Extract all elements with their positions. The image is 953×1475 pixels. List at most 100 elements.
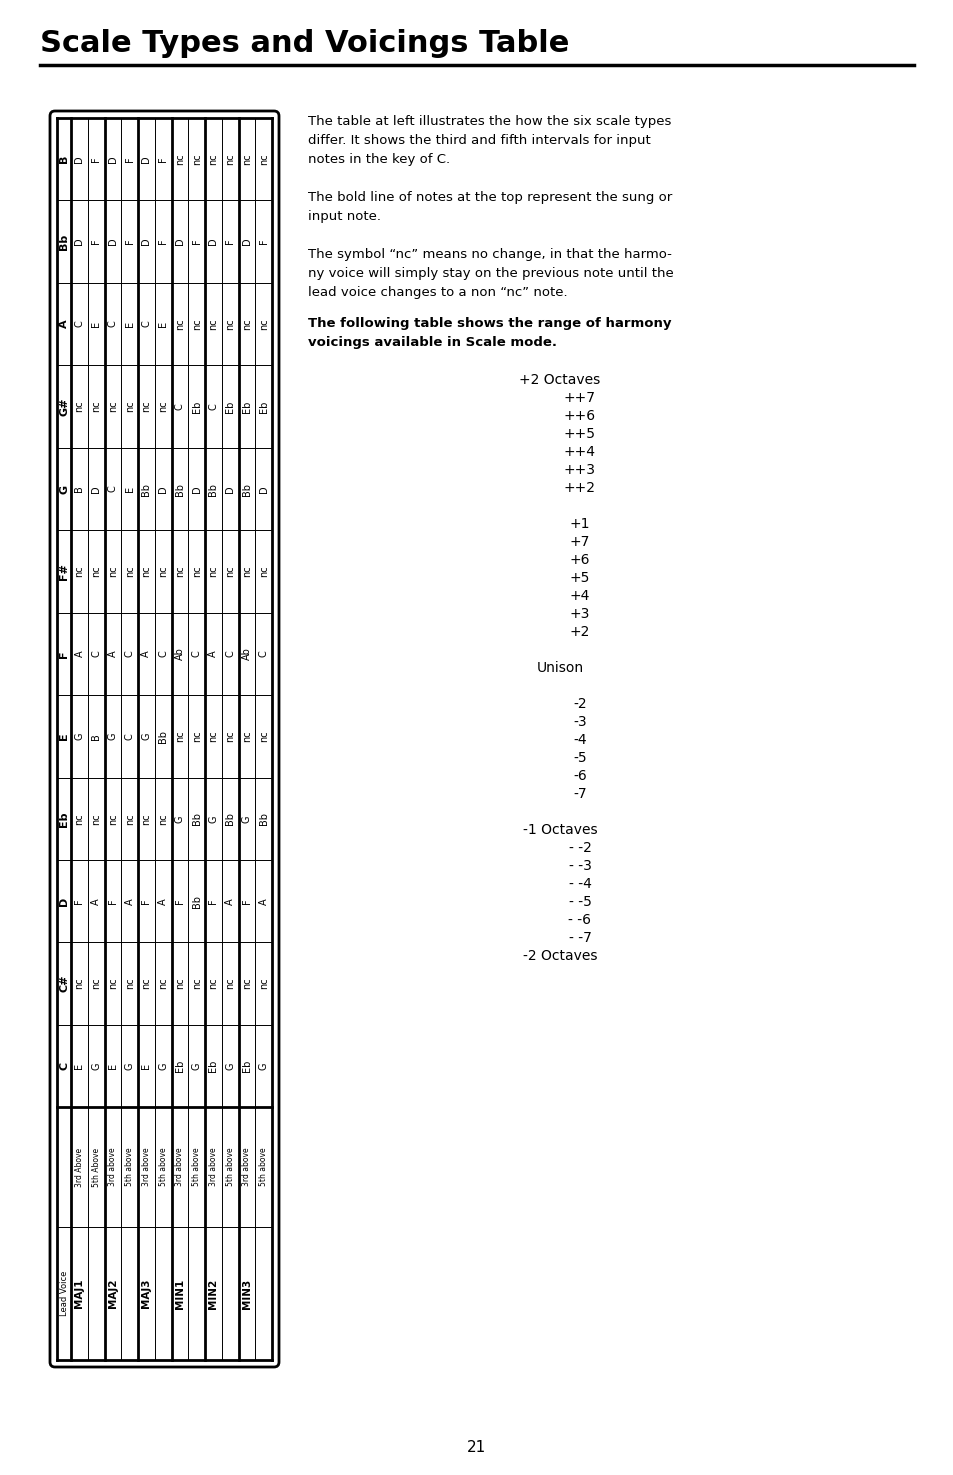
Text: nc: nc — [174, 565, 185, 577]
Text: nc: nc — [192, 565, 201, 577]
Text: Eb: Eb — [242, 400, 252, 413]
Text: nc: nc — [258, 153, 269, 165]
Text: nc: nc — [258, 319, 269, 330]
Text: D: D — [208, 237, 218, 245]
Text: C: C — [91, 650, 101, 658]
Text: G: G — [174, 816, 185, 823]
Text: ++4: ++4 — [563, 445, 596, 459]
Text: nc: nc — [242, 730, 252, 742]
Text: nc: nc — [208, 153, 218, 165]
Text: nc: nc — [74, 401, 85, 413]
Text: A: A — [74, 650, 85, 658]
Text: G: G — [242, 816, 252, 823]
Text: Eb: Eb — [192, 400, 201, 413]
Text: nc: nc — [242, 565, 252, 577]
Text: F: F — [141, 898, 152, 904]
Text: nc: nc — [125, 565, 134, 577]
Text: ++2: ++2 — [563, 481, 596, 496]
Text: nc: nc — [125, 401, 134, 413]
Text: G: G — [59, 484, 69, 494]
Text: nc: nc — [242, 319, 252, 330]
Text: nc: nc — [91, 401, 101, 413]
Text: Eb: Eb — [242, 1061, 252, 1072]
Text: Eb: Eb — [174, 1061, 185, 1072]
Text: 5th above: 5th above — [192, 1148, 201, 1186]
Text: C: C — [125, 733, 134, 740]
Text: 3rd above: 3rd above — [109, 1148, 117, 1186]
Text: -7: -7 — [573, 788, 586, 801]
Text: 5th Above: 5th Above — [91, 1148, 101, 1187]
Text: input note.: input note. — [308, 209, 380, 223]
Text: nc: nc — [141, 978, 152, 990]
Text: D: D — [141, 155, 152, 164]
Text: nc: nc — [125, 813, 134, 825]
Text: G: G — [225, 1062, 234, 1069]
Text: nc: nc — [108, 813, 118, 825]
Text: nc: nc — [208, 565, 218, 577]
Text: A: A — [141, 650, 152, 658]
Text: nc: nc — [141, 565, 152, 577]
Text: C: C — [208, 403, 218, 410]
Text: Bb: Bb — [192, 895, 201, 907]
Text: F: F — [158, 239, 168, 245]
Text: G: G — [141, 733, 152, 740]
Text: D: D — [59, 897, 69, 906]
Text: -2 Octaves: -2 Octaves — [522, 948, 597, 963]
Text: notes in the key of C.: notes in the key of C. — [308, 153, 450, 167]
Text: D: D — [74, 155, 85, 164]
Text: G: G — [108, 733, 118, 740]
Text: Bb: Bb — [225, 813, 234, 826]
Text: ny voice will simply stay on the previous note until the: ny voice will simply stay on the previou… — [308, 267, 673, 280]
Text: +4: +4 — [569, 589, 590, 603]
Text: F: F — [225, 239, 234, 245]
Text: 3rd above: 3rd above — [242, 1148, 252, 1186]
Text: A: A — [225, 898, 234, 904]
Text: lead voice changes to a non “nc” note.: lead voice changes to a non “nc” note. — [308, 286, 567, 299]
Text: A: A — [108, 650, 118, 658]
Text: A: A — [158, 898, 168, 904]
Text: E: E — [91, 322, 101, 327]
Text: nc: nc — [174, 153, 185, 165]
Text: C: C — [74, 320, 85, 327]
Text: nc: nc — [258, 565, 269, 577]
Text: nc: nc — [208, 319, 218, 330]
Text: B: B — [59, 155, 69, 164]
Text: ++3: ++3 — [563, 463, 596, 476]
Text: 5th above: 5th above — [125, 1148, 134, 1186]
Text: nc: nc — [258, 730, 269, 742]
Text: Scale Types and Voicings Table: Scale Types and Voicings Table — [40, 30, 569, 58]
Text: nc: nc — [91, 978, 101, 990]
Text: G: G — [125, 1062, 134, 1069]
Text: F: F — [158, 156, 168, 162]
Text: E: E — [59, 733, 69, 740]
Text: Bb: Bb — [141, 482, 152, 496]
Text: 5th above: 5th above — [259, 1148, 268, 1186]
Text: C: C — [225, 650, 234, 658]
Text: F: F — [242, 898, 252, 904]
Text: F: F — [91, 156, 101, 162]
Text: G: G — [258, 1062, 269, 1069]
Text: C: C — [59, 1062, 69, 1071]
Text: Bb: Bb — [59, 233, 69, 249]
Text: MIN1: MIN1 — [174, 1279, 185, 1308]
Text: C: C — [192, 650, 201, 658]
Text: F: F — [208, 898, 218, 904]
Text: E: E — [125, 322, 134, 327]
Text: F#: F# — [59, 563, 69, 580]
Text: F: F — [108, 898, 118, 904]
Text: The following table shows the range of harmony: The following table shows the range of h… — [308, 317, 671, 330]
Text: nc: nc — [192, 730, 201, 742]
Text: Bb: Bb — [158, 730, 168, 743]
Text: D: D — [192, 485, 201, 493]
Text: - -6: - -6 — [568, 913, 591, 926]
Text: nc: nc — [192, 319, 201, 330]
Text: C: C — [108, 320, 118, 327]
Text: Unison: Unison — [536, 661, 583, 676]
Text: nc: nc — [91, 565, 101, 577]
Text: F: F — [59, 650, 69, 658]
Text: differ. It shows the third and fifth intervals for input: differ. It shows the third and fifth int… — [308, 134, 650, 148]
Text: nc: nc — [258, 978, 269, 990]
Text: nc: nc — [108, 401, 118, 413]
Text: D: D — [225, 485, 234, 493]
Text: nc: nc — [108, 565, 118, 577]
